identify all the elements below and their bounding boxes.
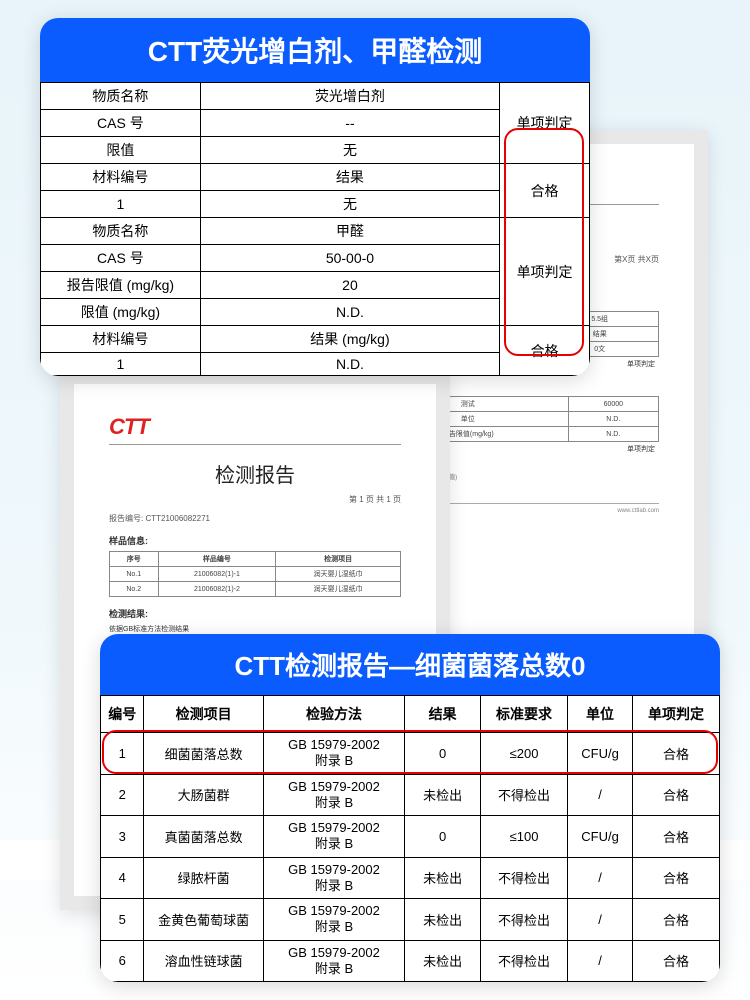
table-row: 材料编号结果合格 xyxy=(41,164,590,191)
table-row: 5金黄色葡萄球菌GB 15979-2002附录 B未检出不得检出/合格 xyxy=(101,899,720,941)
report-code: 报告编号: CTT21006082271 xyxy=(109,513,401,524)
callout-card-fluorescent-formaldehyde: CTT荧光增白剂、甲醛检测 物质名称荧光增白剂单项判定CAS 号--限值无材料编… xyxy=(40,18,590,376)
table-row: 3真菌菌落总数GB 15979-2002附录 B0≤100CFU/g合格 xyxy=(101,816,720,858)
table-row: 1细菌菌落总数GB 15979-2002附录 B0≤200CFU/g合格 xyxy=(101,733,720,775)
section-test: 检测结果: xyxy=(109,607,401,620)
section-sample: 样品信息: xyxy=(109,534,401,547)
table-row: 4绿脓杆菌GB 15979-2002附录 B未检出不得检出/合格 xyxy=(101,857,720,899)
card2-table: 编号检测项目检验方法结果标准要求单位单项判定 1细菌菌落总数GB 15979-2… xyxy=(100,695,720,982)
card1-table: 物质名称荧光增白剂单项判定CAS 号--限值无材料编号结果合格1无物质名称甲醛单… xyxy=(40,82,590,376)
card-title: CTT荧光增白剂、甲醛检测 xyxy=(40,18,590,82)
table-row: 6溶血性链球菌GB 15979-2002附录 B未检出不得检出/合格 xyxy=(101,940,720,982)
table-row: 2大肠菌群GB 15979-2002附录 B未检出不得检出/合格 xyxy=(101,774,720,816)
sample-table: 序号样品编号检测项目No.121006082(1)-1润天婴儿湿纸巾No.221… xyxy=(109,551,401,597)
table-row: 物质名称荧光增白剂单项判定 xyxy=(41,83,590,110)
card-title: CTT检测报告—细菌菌落总数0 xyxy=(100,634,720,695)
page-info: 第 1 页 共 1 页 xyxy=(109,494,401,505)
table-row: 物质名称甲醛单项判定 xyxy=(41,218,590,245)
callout-card-bacteria-count: CTT检测报告—细菌菌落总数0 编号检测项目检验方法结果标准要求单位单项判定 1… xyxy=(100,634,720,982)
ctt-logo: CTT xyxy=(109,414,401,445)
report-title: 检测报告 xyxy=(109,459,401,488)
table-row: 材料编号结果 (mg/kg)合格 xyxy=(41,326,590,353)
